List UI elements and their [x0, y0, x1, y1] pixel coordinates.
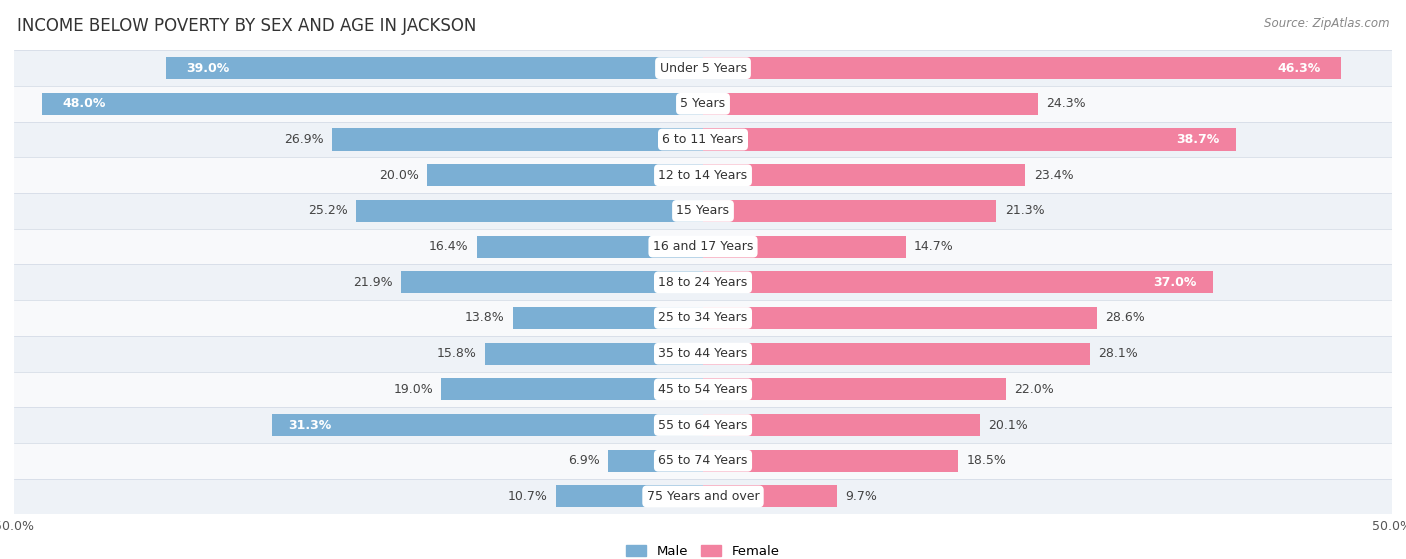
- Text: 19.0%: 19.0%: [394, 383, 433, 396]
- Text: 23.4%: 23.4%: [1033, 169, 1073, 182]
- Bar: [332, 129, 703, 150]
- Bar: [513, 307, 703, 329]
- Text: 15 Years: 15 Years: [676, 205, 730, 217]
- Bar: [703, 129, 1236, 150]
- Text: 14.7%: 14.7%: [914, 240, 953, 253]
- Bar: [485, 343, 703, 364]
- Bar: [14, 407, 1392, 443]
- Bar: [14, 229, 1392, 264]
- Text: 20.1%: 20.1%: [988, 419, 1028, 432]
- Legend: Male, Female: Male, Female: [621, 539, 785, 559]
- Bar: [14, 336, 1392, 372]
- Bar: [14, 300, 1392, 336]
- Bar: [703, 414, 980, 436]
- Text: 21.9%: 21.9%: [353, 276, 392, 289]
- Text: 24.3%: 24.3%: [1046, 97, 1085, 110]
- Bar: [401, 271, 703, 293]
- Bar: [703, 200, 997, 222]
- Bar: [703, 271, 1213, 293]
- Bar: [14, 193, 1392, 229]
- Text: 10.7%: 10.7%: [508, 490, 547, 503]
- Text: 18 to 24 Years: 18 to 24 Years: [658, 276, 748, 289]
- Text: 28.1%: 28.1%: [1098, 347, 1139, 360]
- Text: 6.9%: 6.9%: [568, 454, 599, 467]
- Text: 37.0%: 37.0%: [1153, 276, 1197, 289]
- Bar: [356, 200, 703, 222]
- Text: 45 to 54 Years: 45 to 54 Years: [658, 383, 748, 396]
- Text: Source: ZipAtlas.com: Source: ZipAtlas.com: [1264, 17, 1389, 30]
- Text: 35 to 44 Years: 35 to 44 Years: [658, 347, 748, 360]
- Bar: [703, 307, 1097, 329]
- Text: 22.0%: 22.0%: [1014, 383, 1054, 396]
- Bar: [14, 479, 1392, 514]
- Bar: [14, 158, 1392, 193]
- Text: 28.6%: 28.6%: [1105, 311, 1144, 324]
- Text: 55 to 64 Years: 55 to 64 Years: [658, 419, 748, 432]
- Bar: [703, 93, 1038, 115]
- Text: INCOME BELOW POVERTY BY SEX AND AGE IN JACKSON: INCOME BELOW POVERTY BY SEX AND AGE IN J…: [17, 17, 477, 35]
- Bar: [427, 164, 703, 186]
- Text: 46.3%: 46.3%: [1277, 61, 1320, 75]
- Text: 31.3%: 31.3%: [288, 419, 332, 432]
- Text: 21.3%: 21.3%: [1005, 205, 1045, 217]
- Text: 16 and 17 Years: 16 and 17 Years: [652, 240, 754, 253]
- Bar: [703, 235, 905, 258]
- Text: 20.0%: 20.0%: [380, 169, 419, 182]
- Text: Under 5 Years: Under 5 Years: [659, 61, 747, 75]
- Bar: [271, 414, 703, 436]
- Text: 16.4%: 16.4%: [429, 240, 468, 253]
- Text: 39.0%: 39.0%: [186, 61, 229, 75]
- Bar: [703, 449, 957, 472]
- Text: 9.7%: 9.7%: [845, 490, 877, 503]
- Bar: [14, 264, 1392, 300]
- Text: 26.9%: 26.9%: [284, 133, 323, 146]
- Text: 18.5%: 18.5%: [966, 454, 1007, 467]
- Bar: [607, 449, 703, 472]
- Text: 38.7%: 38.7%: [1177, 133, 1219, 146]
- Bar: [14, 86, 1392, 122]
- Bar: [42, 93, 703, 115]
- Bar: [14, 122, 1392, 158]
- Bar: [441, 378, 703, 400]
- Text: 6 to 11 Years: 6 to 11 Years: [662, 133, 744, 146]
- Text: 65 to 74 Years: 65 to 74 Years: [658, 454, 748, 467]
- Bar: [703, 485, 837, 508]
- Bar: [166, 57, 703, 79]
- Bar: [477, 235, 703, 258]
- Text: 5 Years: 5 Years: [681, 97, 725, 110]
- Text: 13.8%: 13.8%: [465, 311, 505, 324]
- Bar: [703, 164, 1025, 186]
- Text: 12 to 14 Years: 12 to 14 Years: [658, 169, 748, 182]
- Text: 15.8%: 15.8%: [437, 347, 477, 360]
- Bar: [703, 57, 1341, 79]
- Bar: [555, 485, 703, 508]
- Text: 25.2%: 25.2%: [308, 205, 347, 217]
- Text: 75 Years and over: 75 Years and over: [647, 490, 759, 503]
- Bar: [14, 372, 1392, 407]
- Bar: [14, 50, 1392, 86]
- Bar: [703, 378, 1007, 400]
- Bar: [14, 443, 1392, 479]
- Text: 25 to 34 Years: 25 to 34 Years: [658, 311, 748, 324]
- Bar: [703, 343, 1090, 364]
- Text: 48.0%: 48.0%: [62, 97, 105, 110]
